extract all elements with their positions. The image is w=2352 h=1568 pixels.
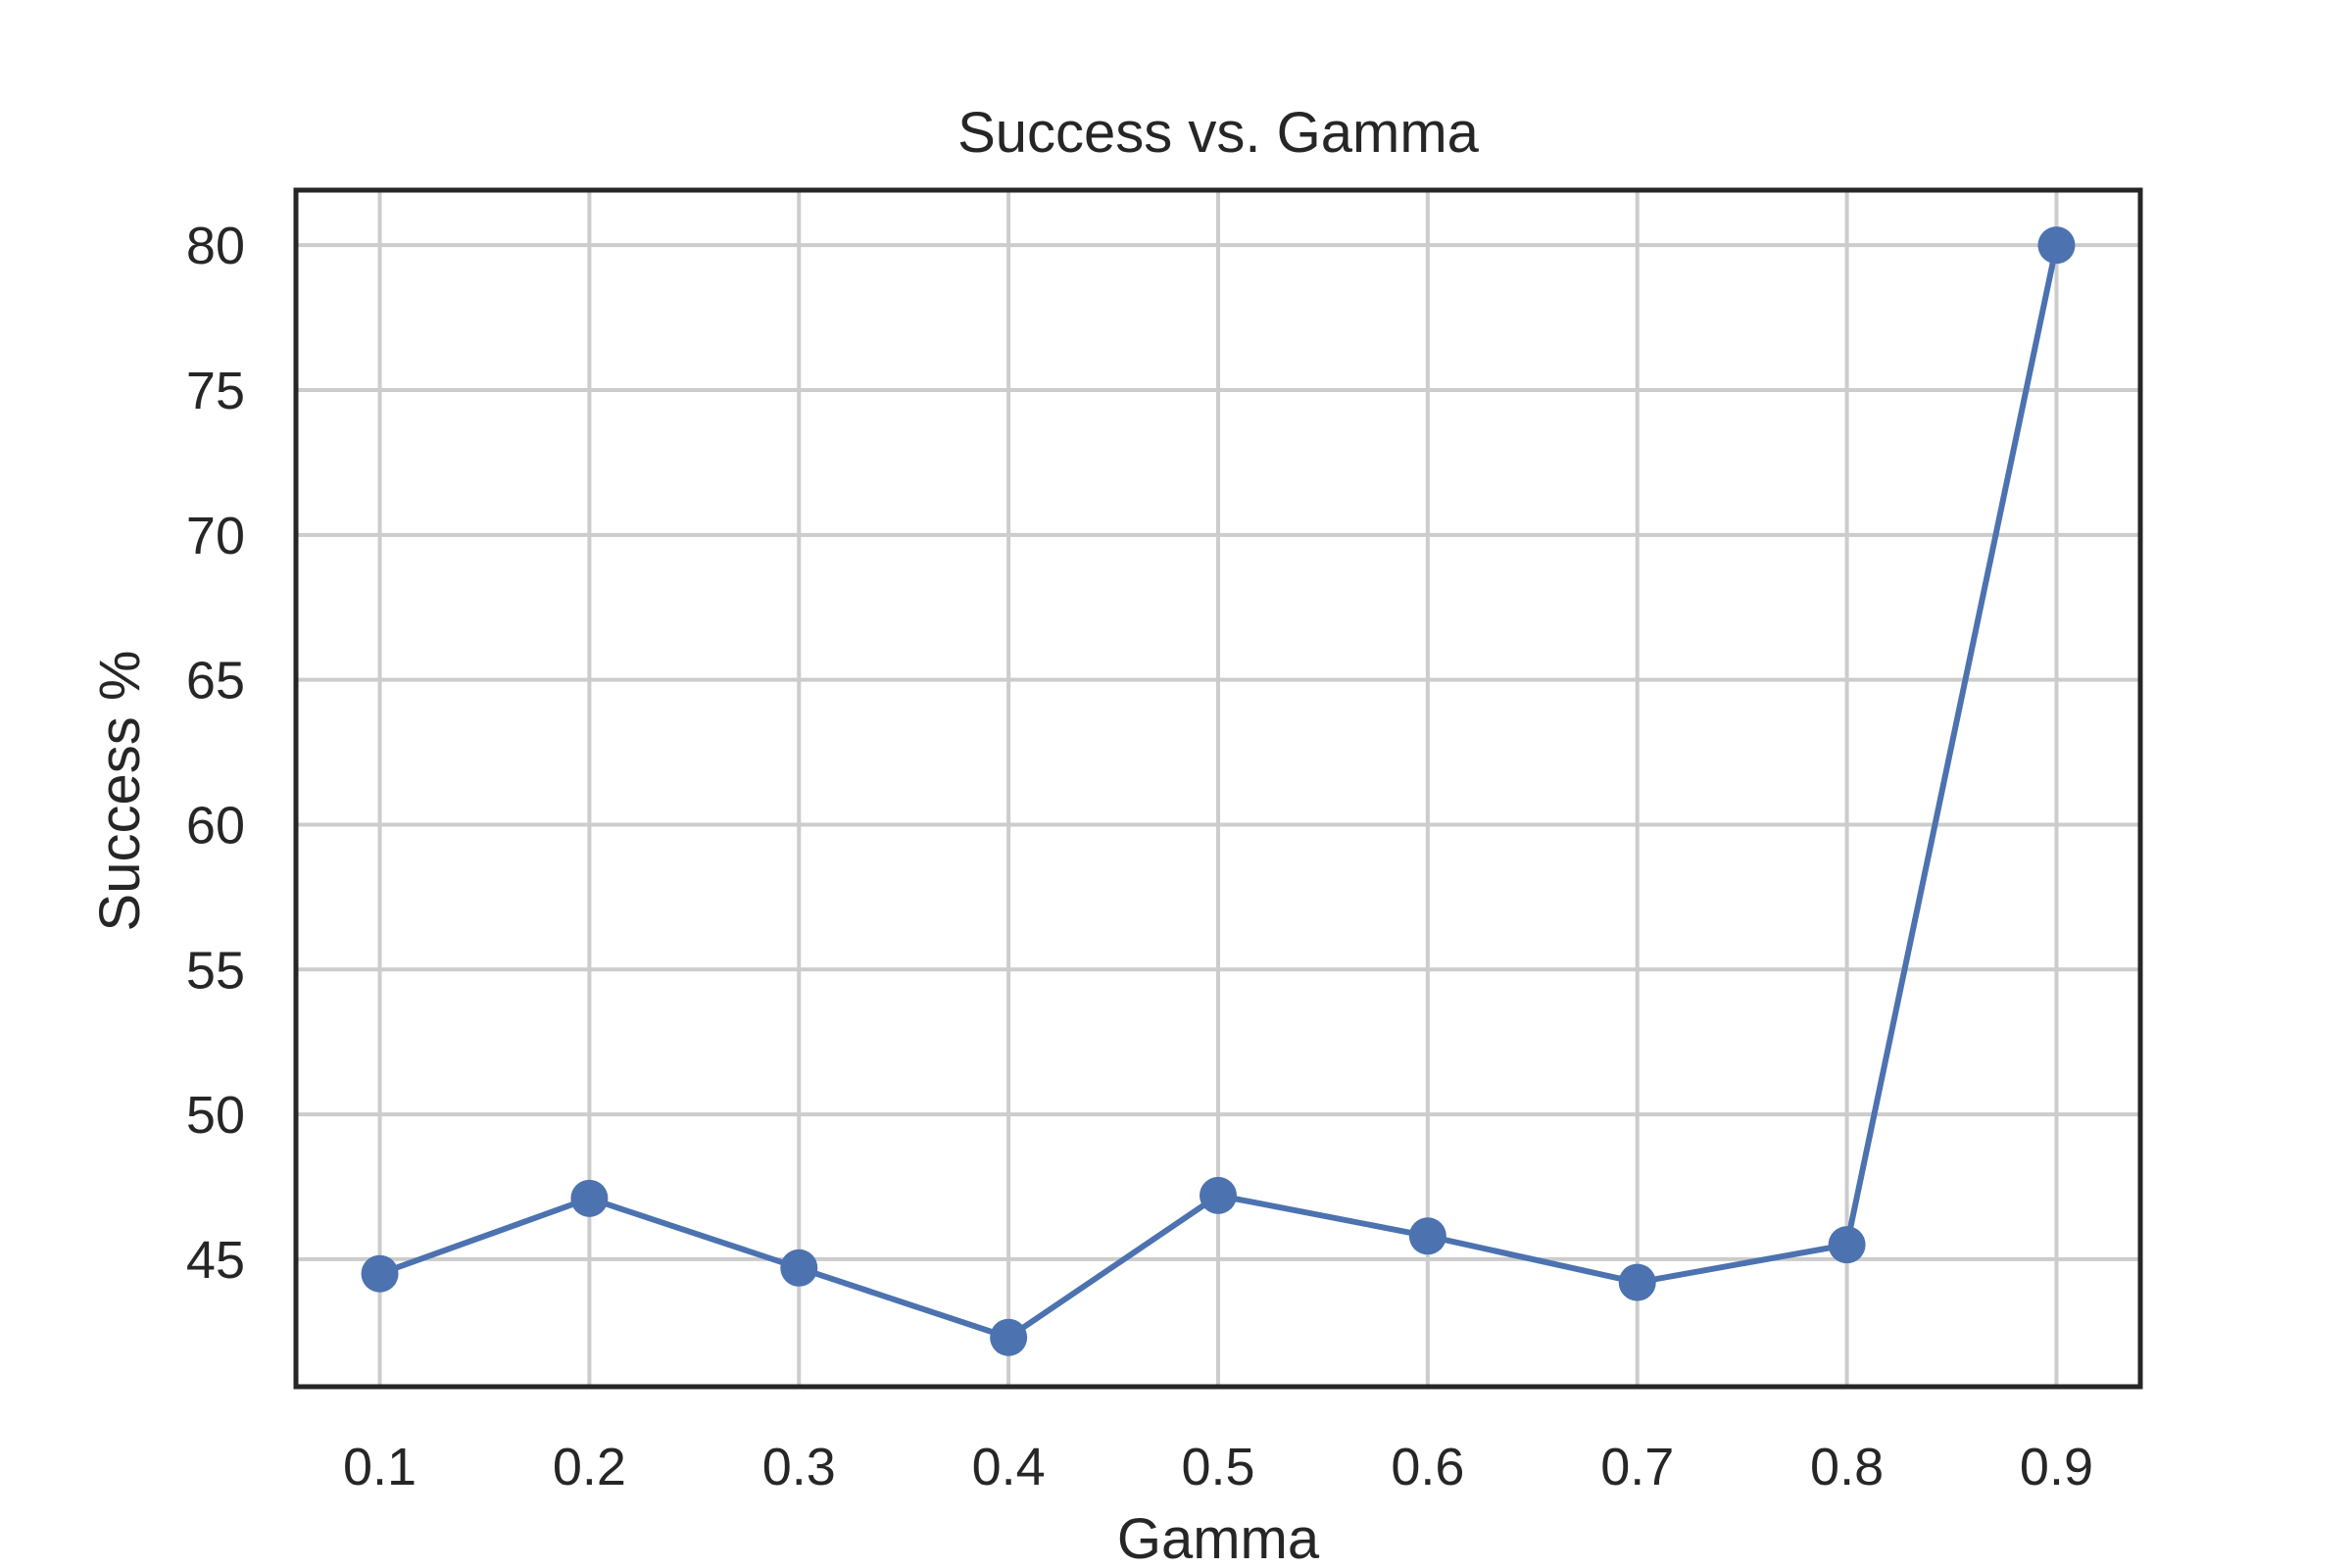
chart-title: Success vs. Gamma <box>957 101 1480 165</box>
plot-frame <box>293 187 2143 1390</box>
x-tick-label: 0.3 <box>762 1438 836 1496</box>
series-markers <box>361 226 2076 1356</box>
x-tick-label: 0.4 <box>972 1438 1046 1496</box>
x-tick-label: 0.2 <box>553 1438 626 1496</box>
y-axis-label: Success % <box>88 651 152 932</box>
series-success <box>361 226 2076 1356</box>
data-point <box>1200 1176 1237 1214</box>
data-point <box>1828 1226 1866 1264</box>
y-tick-label: 45 <box>186 1231 245 1290</box>
x-axis-label: Gamma <box>1117 1507 1320 1568</box>
data-point <box>570 1179 609 1217</box>
data-point <box>2037 226 2076 265</box>
y-tick-label: 60 <box>186 796 245 855</box>
y-tick-label: 55 <box>186 941 245 1000</box>
data-point <box>1408 1217 1446 1255</box>
y-tick-label: 50 <box>186 1086 245 1145</box>
data-point <box>1618 1263 1656 1301</box>
data-point <box>361 1254 399 1293</box>
x-tick-label: 0.7 <box>1600 1438 1674 1496</box>
y-tick-label: 75 <box>186 362 245 420</box>
x-tick-labels: 0.1 0.2 0.3 0.4 0.5 0.6 0.7 0.8 0.9 <box>343 1438 2093 1496</box>
y-tick-label: 70 <box>186 507 245 565</box>
x-tick-label: 0.1 <box>343 1438 416 1496</box>
data-point <box>780 1249 818 1287</box>
y-tick-labels: 45 50 55 60 65 70 75 80 <box>186 217 245 1290</box>
y-gridlines <box>296 243 2140 1261</box>
y-tick-label: 80 <box>186 217 245 275</box>
x-tick-label: 0.6 <box>1391 1438 1464 1496</box>
x-tick-label: 0.8 <box>1810 1438 1884 1496</box>
x-tick-label: 0.5 <box>1181 1438 1254 1496</box>
data-point <box>990 1318 1028 1356</box>
y-tick-label: 65 <box>186 652 245 710</box>
x-tick-label: 0.9 <box>2020 1438 2093 1496</box>
